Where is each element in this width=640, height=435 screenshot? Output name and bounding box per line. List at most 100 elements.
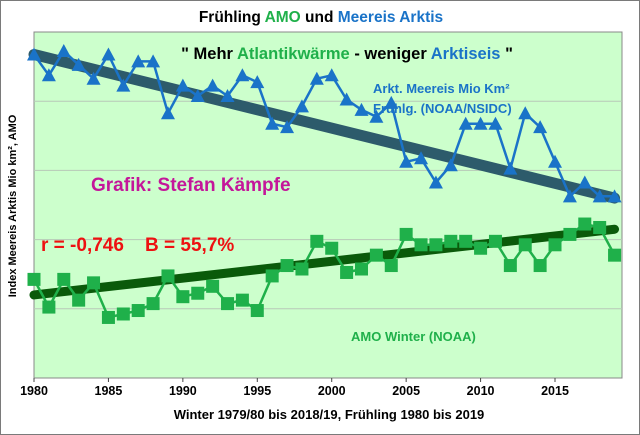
data-point-square xyxy=(354,262,368,276)
data-point-square xyxy=(206,279,220,293)
data-point-triangle xyxy=(116,78,131,92)
data-point-triangle xyxy=(533,120,548,134)
x-tick-label: 2005 xyxy=(392,384,420,398)
data-point-square xyxy=(593,220,607,234)
data-point-square xyxy=(72,293,86,307)
data-point-square xyxy=(444,234,458,248)
data-point-square xyxy=(399,227,413,241)
data-point-square xyxy=(57,272,71,286)
x-axis-label: Winter 1979/80 bis 2018/19, Frühling 198… xyxy=(174,407,485,422)
x-tick-label: 2010 xyxy=(467,384,495,398)
series-layer xyxy=(27,44,622,324)
data-point-square xyxy=(340,265,354,279)
chart-title: Frühling AMO und Meereis Arktis xyxy=(199,9,443,26)
data-point-triangle xyxy=(518,106,533,120)
data-point-triangle xyxy=(205,78,220,92)
data-point-square xyxy=(221,297,235,311)
data-point-triangle xyxy=(548,154,563,168)
data-point-square xyxy=(518,238,532,252)
amo-series-label: AMO Winter (NOAA) xyxy=(351,329,476,344)
data-point-square xyxy=(563,227,577,241)
data-point-square xyxy=(414,238,428,252)
data-point-square xyxy=(310,234,324,248)
data-point-triangle xyxy=(369,109,384,123)
data-point-triangle xyxy=(175,78,190,92)
x-tick-label: 1990 xyxy=(169,384,197,398)
x-tick-label: 1980 xyxy=(20,384,48,398)
data-point-square xyxy=(578,217,592,231)
trend-line xyxy=(28,48,621,204)
data-point-square xyxy=(265,269,279,283)
data-point-triangle xyxy=(190,89,205,103)
data-point-triangle xyxy=(309,71,324,85)
x-tick-label: 2000 xyxy=(318,384,346,398)
data-point-square xyxy=(459,234,473,248)
ice-series-label-line1: Arkt. Meereis Mio Km² xyxy=(373,81,510,96)
data-point-square xyxy=(488,234,502,248)
data-point-triangle xyxy=(414,151,429,165)
data-point-triangle xyxy=(458,116,473,130)
data-point-triangle xyxy=(473,116,488,130)
data-point-triangle xyxy=(354,102,369,116)
data-point-square xyxy=(429,238,443,252)
data-point-triangle xyxy=(592,189,607,203)
x-tick-label: 1995 xyxy=(243,384,271,398)
data-point-triangle xyxy=(265,116,280,130)
data-point-square xyxy=(116,307,130,321)
plot-area xyxy=(33,31,623,379)
data-point-triangle xyxy=(86,71,101,85)
data-point-triangle xyxy=(41,68,56,82)
data-point-triangle xyxy=(27,47,41,61)
data-point-square xyxy=(474,241,488,255)
author-credit: Grafik: Stefan Kämpfe xyxy=(91,175,291,196)
data-point-triangle xyxy=(443,158,458,172)
data-point-triangle xyxy=(146,54,161,68)
data-point-square xyxy=(325,241,339,255)
data-point-square xyxy=(384,259,398,273)
data-point-triangle xyxy=(56,44,71,58)
data-point-triangle xyxy=(577,175,592,189)
data-point-triangle xyxy=(607,189,622,203)
data-point-triangle xyxy=(250,75,265,89)
x-tick-label: 2015 xyxy=(541,384,569,398)
data-point-triangle xyxy=(220,89,235,103)
correlation-stats: r = -0,746 B = 55,7% xyxy=(41,235,234,256)
series-line xyxy=(32,49,615,198)
data-point-triangle xyxy=(384,95,399,109)
ice-series-label-line2: Frühlg. (NOAA/NSIDC) xyxy=(373,101,512,116)
data-point-square xyxy=(503,259,517,273)
data-point-square xyxy=(608,248,622,262)
data-point-square xyxy=(176,290,190,304)
data-point-triangle xyxy=(488,116,503,130)
trend-line xyxy=(29,224,620,300)
data-point-triangle xyxy=(399,154,414,168)
data-point-square xyxy=(101,310,115,324)
data-point-square xyxy=(280,259,294,273)
data-point-triangle xyxy=(503,161,518,175)
data-point-triangle xyxy=(339,92,354,106)
data-point-square xyxy=(191,286,205,300)
data-point-triangle xyxy=(101,47,116,61)
data-point-triangle xyxy=(324,68,339,82)
data-point-square xyxy=(161,269,175,283)
chart-subtitle: " Mehr Atlantikwärme - weniger Arktiseis… xyxy=(181,45,513,63)
data-point-triangle xyxy=(71,57,86,71)
x-tick-label: 1985 xyxy=(95,384,123,398)
data-point-triangle xyxy=(428,175,443,189)
data-point-square xyxy=(131,304,145,318)
data-point-triangle xyxy=(294,99,309,113)
series-line xyxy=(32,222,616,319)
data-point-triangle xyxy=(235,68,250,82)
data-point-square xyxy=(146,297,160,311)
data-point-square xyxy=(548,238,562,252)
x-axis-ticks: 1980 1985 1990 1995 2000 2005 2010 2015 xyxy=(20,378,569,398)
data-point-square xyxy=(235,293,249,307)
data-point-square xyxy=(27,272,41,286)
y-axis-label: Index Meereis Arktis Mio km², AMO xyxy=(7,114,19,297)
data-point-square xyxy=(369,248,383,262)
data-point-square xyxy=(250,304,264,318)
data-point-square xyxy=(533,259,547,273)
data-point-square xyxy=(87,276,101,290)
data-point-square xyxy=(295,262,309,276)
